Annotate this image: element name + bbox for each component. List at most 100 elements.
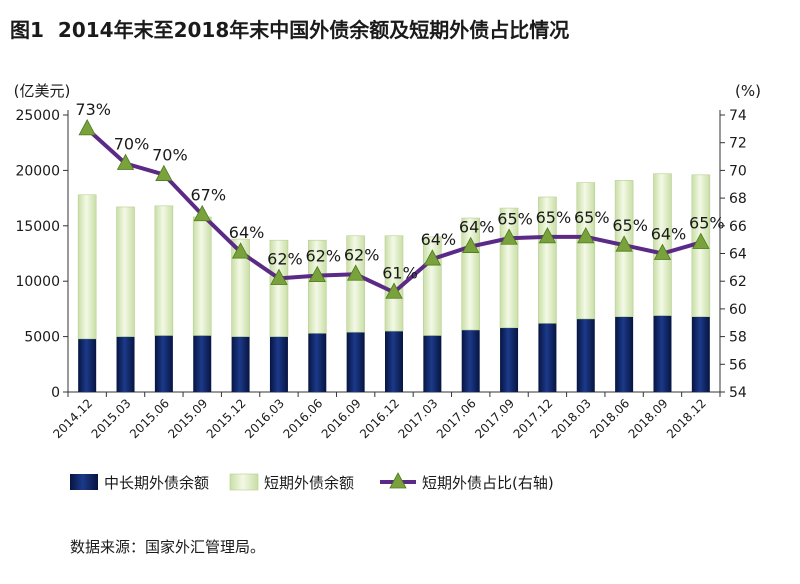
right-tick-label: 58 — [729, 330, 747, 346]
legend-marker-ratio — [389, 472, 407, 489]
ratio-data-label: 64% — [459, 218, 495, 237]
bar-long-term — [385, 331, 403, 392]
right-tick-label: 62 — [729, 274, 747, 290]
right-tick-label: 68 — [729, 191, 747, 207]
bars — [77, 173, 711, 392]
bar-long-term — [576, 318, 595, 392]
left-tick-label: 15000 — [15, 219, 60, 235]
bar-long-term — [653, 315, 672, 392]
ratio-data-label: 70% — [114, 134, 150, 153]
source-note: 数据来源：国家外汇管理局。 — [70, 538, 266, 556]
right-tick-label: 64 — [729, 247, 747, 263]
ratio-marker — [231, 242, 250, 259]
ratio-data-label: 62% — [306, 247, 342, 266]
bar-long-term — [500, 327, 519, 392]
bar-long-term — [269, 336, 288, 392]
legend-label-ratio: 短期外债占比(右轴) — [422, 474, 554, 492]
ratio-marker — [500, 228, 518, 245]
x-tick-label: 2017.03 — [395, 396, 440, 441]
ratio-marker — [155, 164, 173, 181]
figure-number: 图1 — [10, 18, 44, 42]
ratio-marker — [692, 232, 710, 249]
bar-short-term — [346, 235, 365, 333]
left-tick-label: 5000 — [24, 330, 60, 346]
ratio-data-label: 65% — [497, 209, 533, 228]
ratio-marker — [423, 249, 442, 266]
left-tick-label: 0 — [51, 385, 60, 401]
x-tick-label: 2015.09 — [165, 396, 210, 441]
bar-short-term — [192, 216, 212, 336]
ratio-marker — [462, 236, 480, 253]
right-tick-label: 70 — [729, 163, 747, 179]
x-tick-label: 2016.09 — [319, 396, 364, 441]
bar-long-term — [78, 338, 97, 392]
ratio-marker — [615, 235, 633, 252]
x-tick-label: 2016.12 — [357, 396, 402, 441]
bar-short-term — [77, 194, 97, 340]
left-tick-label: 25000 — [15, 108, 60, 124]
bar-long-term — [691, 316, 710, 392]
left-tick-label: 10000 — [15, 274, 60, 290]
ratio-data-label: 64% — [421, 230, 457, 249]
x-tick-label: 2018.12 — [664, 396, 709, 441]
right-tick-label: 74 — [729, 108, 747, 124]
ratio-data-label: 65% — [536, 208, 572, 227]
x-tick-label: 2018.06 — [587, 396, 632, 441]
ratio-marker — [193, 204, 211, 222]
bar-long-term — [231, 336, 250, 392]
bar-long-term — [615, 316, 634, 392]
right-tick-label: 72 — [729, 136, 747, 152]
ratio-marker — [385, 282, 403, 299]
chart-title: 图1 2014年末至2018年末中国外债余额及短期外债占比情况 — [10, 14, 569, 43]
legend-swatch-short-term — [229, 473, 259, 491]
bar-short-term — [576, 182, 596, 320]
right-axis-label: (%) — [735, 82, 761, 100]
x-tick-label: 2017.09 — [472, 396, 517, 441]
ratio-line: 73%70%70%67%64%62% 62% 62%61%64%64% 65% 65% 6… — [75, 100, 725, 299]
bar-short-term — [231, 238, 250, 337]
ratio-data-label: 65% — [689, 213, 725, 232]
legend-label-short-term: 短期外债余额 — [264, 474, 354, 492]
right-tick-label: 56 — [729, 357, 747, 373]
x-tick-label: 2016.06 — [280, 396, 325, 441]
x-tick-label: 2016.03 — [242, 396, 287, 441]
right-tick-label: 66 — [729, 219, 747, 235]
ratio-data-label: 65% — [612, 216, 648, 235]
ratio-data-label: 62% — [267, 249, 303, 268]
x-tick-label: 2017.12 — [511, 396, 556, 441]
figure-title: 2014年末至2018年末中国外债余额及短期外债占比情况 — [57, 18, 570, 42]
legend-label-long-term: 中长期外债余额 — [104, 474, 209, 492]
x-tick-label: 2018.09 — [626, 396, 671, 441]
ratio-data-label: 73% — [75, 100, 111, 119]
ratio-marker — [116, 153, 135, 170]
x-tick-label: 2015.03 — [89, 396, 134, 441]
ratio-data-label: 62% — [344, 245, 380, 264]
ratio-marker — [653, 243, 672, 260]
ratio-data-label: 64% — [229, 223, 265, 242]
right-tick-label: 60 — [729, 302, 747, 318]
bar-short-term — [116, 206, 135, 337]
bar-long-term — [538, 323, 557, 392]
ratio-data-label: 65% — [574, 208, 610, 227]
right-tick-label: 54 — [729, 385, 747, 401]
legend: 中长期外债余额 短期外债余额 短期外债占比(右轴) — [70, 472, 554, 492]
ratio-data-label: 61% — [382, 263, 418, 282]
ratio-marker — [270, 268, 288, 285]
ratio-marker — [346, 264, 365, 281]
bar-short-term — [538, 196, 557, 324]
ratio-data-label: 70% — [152, 146, 188, 165]
bar-long-term — [154, 335, 173, 392]
x-tick-label: 2015.06 — [127, 396, 172, 441]
ratio-marker — [308, 265, 326, 283]
bar-long-term — [423, 335, 442, 392]
bar-long-term — [193, 335, 212, 392]
x-tick-label: 2014.12 — [50, 396, 95, 441]
bar-short-term — [154, 205, 174, 336]
ratio-marker — [577, 227, 595, 244]
bar-long-term — [308, 333, 327, 392]
ratio-marker — [538, 227, 557, 244]
x-tick-label: 2017.06 — [434, 396, 479, 441]
x-tick-label: 2015.12 — [204, 396, 249, 441]
bar-short-term — [269, 239, 289, 337]
